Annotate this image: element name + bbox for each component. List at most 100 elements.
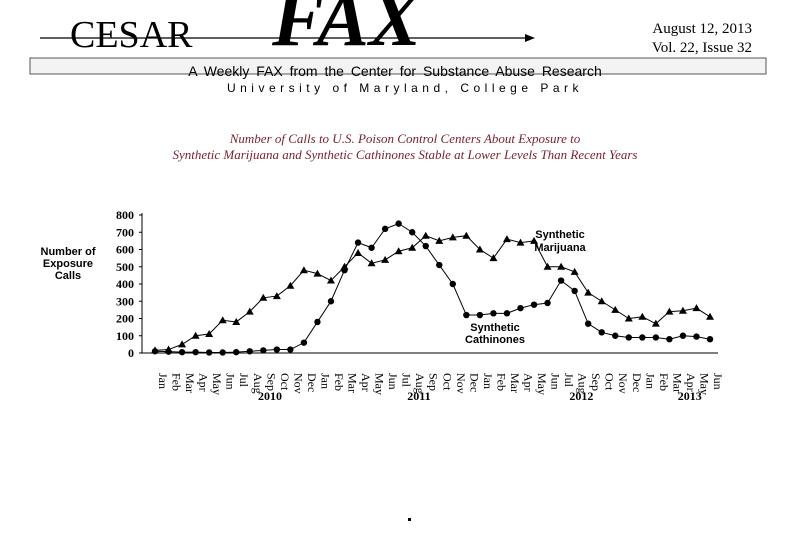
y-tick-label: 300 (116, 294, 134, 308)
marker-circle (639, 334, 646, 341)
y-axis-label: Exposure (43, 258, 93, 270)
marker-circle (368, 244, 375, 251)
series-annotation: Synthetic (535, 229, 585, 241)
marker-triangle (557, 262, 566, 270)
x-tick-label: Aug (413, 373, 427, 394)
marker-triangle (502, 235, 511, 243)
x-tick-label: Oct (603, 373, 617, 391)
marker-triangle (191, 331, 200, 339)
marker-circle (205, 349, 213, 356)
marker-circle (584, 320, 592, 327)
marker-circle (490, 310, 497, 317)
marker-triangle (178, 340, 187, 348)
x-tick-label: Dec (467, 373, 481, 392)
marker-circle (449, 280, 457, 288)
marker-triangle (516, 238, 525, 246)
date: August 12, 2013 (652, 21, 752, 37)
marker-triangle (232, 317, 241, 325)
y-tick-label: 400 (116, 277, 134, 291)
x-tick-label: May (697, 373, 711, 395)
marker-triangle (489, 254, 498, 262)
year-label: 2010 (258, 389, 282, 403)
y-tick-label: 500 (116, 260, 134, 274)
y-tick-label: 600 (116, 243, 134, 257)
marker-circle (612, 332, 619, 339)
x-tick-label: Jun (386, 373, 400, 390)
x-tick-label: Nov (454, 373, 468, 394)
x-tick-label: Oct (440, 373, 454, 391)
marker-circle (476, 311, 484, 319)
x-tick-label: Sep (427, 373, 441, 391)
x-tick-label: Apr (197, 373, 211, 392)
marker-triangle (381, 255, 390, 263)
marker-triangle (611, 305, 620, 313)
y-axis-label: Number of (41, 246, 96, 258)
marker-triangle (259, 293, 268, 301)
chart: Number of Calls to U.S. Poison Control C… (41, 131, 726, 403)
marker-triangle (584, 288, 593, 296)
year-label: 2012 (569, 389, 593, 403)
marker-circle (463, 311, 470, 319)
tagline: A Weekly FAX from the Center for Substan… (188, 63, 602, 79)
marker-circle (273, 346, 281, 353)
marker-circle (693, 333, 700, 340)
x-tick-label: Apr (359, 373, 373, 392)
x-tick-label: Jul (562, 373, 576, 388)
x-tick-label: Jan (318, 373, 332, 389)
marker-circle (436, 261, 443, 269)
y-tick-label: 700 (116, 225, 134, 239)
header-arrow (525, 34, 535, 42)
x-tick-label: Jun (711, 373, 725, 390)
x-tick-label: Nov (616, 373, 630, 394)
marker-triangle (665, 307, 674, 315)
chart-title: Synthetic Marijuana and Synthetic Cathin… (173, 147, 638, 162)
y-axis-label: Calls (55, 270, 81, 282)
marker-circle (571, 287, 578, 295)
marker-triangle (354, 248, 363, 256)
tagline-band (29, 57, 767, 75)
x-tick-label: Aug (251, 373, 265, 394)
x-tick-label: Mar (346, 373, 360, 393)
x-tick-label: May (535, 373, 549, 395)
series-annotation: Marijuana (534, 242, 586, 254)
marker-triangle (326, 276, 335, 284)
x-tick-label: Jan (156, 373, 170, 389)
marker-triangle (530, 236, 539, 244)
x-tick-label: Feb (170, 373, 184, 391)
marker-triangle (597, 297, 606, 305)
x-tick-label: Aug (576, 373, 590, 394)
x-tick-label: Jan (481, 373, 495, 389)
marker-triangle (205, 330, 214, 338)
x-tick-label: Feb (332, 373, 346, 391)
x-tick-label: Jul (237, 373, 251, 388)
y-tick-label: 200 (116, 312, 134, 326)
x-tick-label: Jun (549, 373, 563, 390)
x-tick-label: Nov (291, 373, 305, 394)
marker-circle (530, 301, 538, 308)
marker-triangle (435, 236, 444, 244)
x-tick-label: Jan (643, 373, 657, 389)
brand: CESAR (70, 14, 193, 56)
x-tick-label: Mar (670, 373, 684, 393)
logo: FAX (271, 0, 423, 62)
marker-triangle (448, 233, 457, 241)
marker-circle (300, 339, 308, 346)
marker-circle (625, 334, 632, 341)
marker-circle (192, 348, 199, 356)
marker-circle (395, 220, 402, 227)
x-tick-label: May (210, 373, 224, 395)
marker-triangle (408, 243, 417, 251)
marker-circle (706, 336, 714, 343)
marker-circle (341, 267, 348, 274)
marker-triangle (651, 319, 660, 327)
marker-circle (679, 332, 687, 339)
marker-triangle (272, 292, 281, 300)
issue: Vol. 22, Issue 32 (652, 40, 752, 56)
marker-circle (260, 347, 267, 354)
marker-circle (219, 349, 226, 356)
marker-circle (151, 348, 159, 355)
marker-circle (544, 299, 551, 307)
y-tick-label: 800 (116, 208, 134, 222)
x-tick-label: Jun (224, 373, 238, 390)
